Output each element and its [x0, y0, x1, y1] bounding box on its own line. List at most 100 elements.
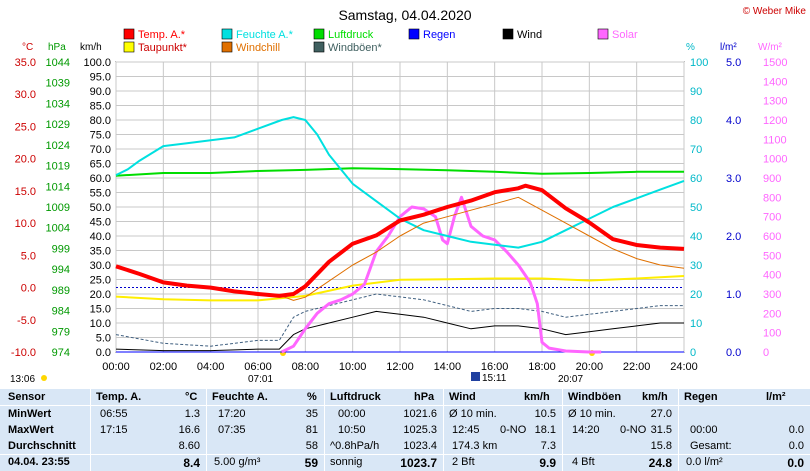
wind-axis-tick: 45.0	[90, 217, 111, 229]
temp-axis-tick: 35.0	[15, 57, 36, 69]
solar-axis-tick: 200	[763, 308, 781, 320]
row-label-avg: Durchschnitt	[8, 440, 76, 452]
min-druck-time: 00:00	[338, 408, 366, 420]
solar-axis-tick: 1400	[763, 76, 787, 88]
moon-time-label: 15:11	[482, 373, 507, 384]
pressure-axis-tick: 1019	[46, 161, 70, 173]
header-wind-unit: km/h	[524, 391, 550, 403]
humidity-axis-tick: 0	[690, 347, 696, 359]
series-line-luftdruck	[115, 167, 684, 177]
current-feuchte-value: 59	[304, 456, 318, 470]
pressure-axis-tick: 1014	[46, 181, 70, 193]
avg-regen-value: 0.0	[788, 440, 804, 452]
pressure-axis-tick: 974	[52, 347, 70, 359]
axis-unit-kmh: km/h	[80, 42, 102, 53]
row-label-current: 04.04. 23:55	[8, 456, 70, 468]
header-wind: Wind	[449, 391, 476, 403]
min-wind-value: 10.5	[534, 408, 556, 420]
max-regen-time: 00:00	[690, 424, 718, 436]
legend-label: Solar	[612, 29, 638, 41]
humidity-axis-tick: 30	[690, 260, 702, 272]
rain-axis-tick: 0.0	[726, 347, 741, 359]
legend-label: Temp. A.*	[138, 29, 186, 41]
legend-label: Luftdruck	[328, 29, 374, 41]
solar-axis-tick: 1100	[763, 134, 787, 146]
min-boeen-value: 27.0	[650, 408, 672, 420]
current-druck-value: 1023.7	[400, 456, 437, 470]
max-regen-value: 0.0	[788, 424, 804, 436]
solar-axis-tick: 100	[763, 328, 781, 340]
legend-swatch	[313, 28, 325, 40]
humidity-axis-tick: 80	[690, 115, 702, 127]
legend-label: Feuchte A.*	[236, 29, 294, 41]
temp-axis-tick: -10.0	[11, 347, 36, 359]
max-temp-value: 16.6	[178, 424, 200, 436]
x-axis-tick: 12:00	[386, 361, 414, 373]
rain-axis-tick: 1.0	[726, 289, 741, 301]
pressure-axis-tick: 1034	[46, 98, 70, 110]
pressure-axis-tick: 1004	[46, 223, 70, 235]
solar-axis-tick: 800	[763, 192, 781, 204]
chart-title: Samstag, 04.04.2020	[338, 7, 471, 23]
solar-axis-tick: 1200	[763, 115, 787, 127]
series-line-feuchte-a	[115, 116, 685, 249]
pressure-axis-tick: 984	[52, 306, 70, 318]
solar-axis-tick: 400	[763, 270, 781, 282]
pressure-axis-tick: 1029	[46, 119, 70, 131]
legend-label: Taupunkt*	[138, 42, 188, 54]
wind-axis-tick: 100.0	[83, 57, 111, 69]
avg-regen-label: Gesamt:	[690, 440, 732, 452]
row-label-min: MinWert	[8, 408, 52, 420]
max-wind-time: 12:45	[452, 424, 480, 436]
min-boeen-time: Ø 10 min.	[568, 408, 616, 420]
x-axis-tick: 00:00	[102, 361, 130, 373]
solar-axis-tick: 900	[763, 173, 781, 185]
header-boeen-unit: km/h	[642, 391, 668, 403]
sun-icon	[41, 375, 47, 381]
humidity-axis-tick: 60	[690, 173, 702, 185]
rain-axis-tick: 5.0	[726, 57, 741, 69]
legend-label: Regen	[423, 29, 455, 41]
header-regen: Regen	[684, 391, 718, 403]
wind-axis-tick: 20.0	[90, 289, 111, 301]
pressure-axis-tick: 1009	[46, 202, 70, 214]
x-axis-tick: 18:00	[528, 361, 556, 373]
moon-icon	[471, 372, 480, 381]
series-line-windb-en	[115, 293, 684, 347]
current-abs-humidity: 5.00 g/m³	[214, 456, 261, 468]
x-axis-tick: 22:00	[623, 361, 651, 373]
wind-axis-tick: 35.0	[90, 246, 111, 258]
temp-axis-tick: 0.0	[21, 283, 36, 295]
humidity-axis-tick: 90	[690, 86, 702, 98]
humidity-axis-tick: 40	[690, 231, 702, 243]
pressure-axis-tick: 979	[52, 326, 70, 338]
header-feuchte: Feuchte A.	[212, 391, 268, 403]
solar-axis-tick: 700	[763, 212, 781, 224]
max-boeen-direction: 0-NO	[620, 424, 647, 436]
series-line-temp-a	[115, 183, 685, 298]
pressure-axis-tick: 1039	[46, 78, 70, 90]
temp-axis-tick: 15.0	[15, 186, 36, 198]
pressure-axis-tick: 1044	[46, 57, 70, 69]
max-wind-value: 18.1	[534, 424, 556, 436]
min-feuchte-time: 17:20	[218, 408, 246, 420]
temp-axis-tick: 10.0	[15, 218, 36, 230]
header-temp: Temp. A.	[96, 391, 142, 403]
legend-label: Wind	[517, 29, 542, 41]
pressure-axis-tick: 999	[52, 243, 70, 255]
statistics-table: Sensor Temp. A. °C Feuchte A. % Luftdruc…	[0, 389, 810, 471]
solar-axis-tick: 1300	[763, 96, 787, 108]
wind-axis-tick: 90.0	[90, 86, 111, 98]
max-boeen-value: 31.5	[650, 424, 672, 436]
humidity-axis-tick: 10	[690, 318, 702, 330]
sunset-time-label: 20:07	[558, 374, 583, 385]
solar-axis-tick: 300	[763, 289, 781, 301]
humidity-axis-tick: 70	[690, 144, 702, 156]
wind-axis-tick: 60.0	[90, 173, 111, 185]
axis-unit-percent: %	[686, 42, 695, 53]
min-druck-value: 1021.6	[403, 408, 437, 420]
axis-unit-celsius: °C	[22, 42, 33, 53]
wind-axis-tick: 30.0	[90, 260, 111, 272]
axis-unit-hpa: hPa	[48, 42, 66, 53]
solar-axis-tick: 1500	[763, 57, 787, 69]
